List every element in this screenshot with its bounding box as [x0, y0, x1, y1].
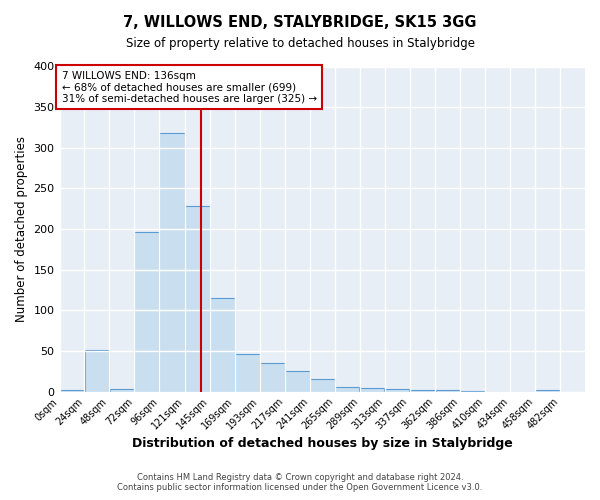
Bar: [210, 298, 235, 392]
Bar: [385, 389, 409, 392]
Bar: [260, 363, 285, 392]
Bar: [110, 389, 134, 392]
Text: 7, WILLOWS END, STALYBRIDGE, SK15 3GG: 7, WILLOWS END, STALYBRIDGE, SK15 3GG: [123, 15, 477, 30]
Text: Contains HM Land Registry data © Crown copyright and database right 2024.
Contai: Contains HM Land Registry data © Crown c…: [118, 473, 482, 492]
Bar: [410, 390, 436, 392]
Bar: [360, 388, 385, 392]
Text: 7 WILLOWS END: 136sqm
← 68% of detached houses are smaller (699)
31% of semi-det: 7 WILLOWS END: 136sqm ← 68% of detached …: [62, 70, 317, 104]
Bar: [461, 391, 485, 392]
X-axis label: Distribution of detached houses by size in Stalybridge: Distribution of detached houses by size …: [132, 437, 512, 450]
Y-axis label: Number of detached properties: Number of detached properties: [15, 136, 28, 322]
Bar: [535, 390, 560, 392]
Text: Size of property relative to detached houses in Stalybridge: Size of property relative to detached ho…: [125, 38, 475, 51]
Bar: [85, 350, 109, 392]
Bar: [59, 390, 85, 392]
Bar: [436, 390, 460, 392]
Bar: [160, 133, 185, 392]
Bar: [134, 232, 159, 392]
Bar: [310, 380, 335, 392]
Bar: [235, 354, 260, 392]
Bar: [335, 387, 359, 392]
Bar: [185, 206, 210, 392]
Bar: [285, 372, 310, 392]
